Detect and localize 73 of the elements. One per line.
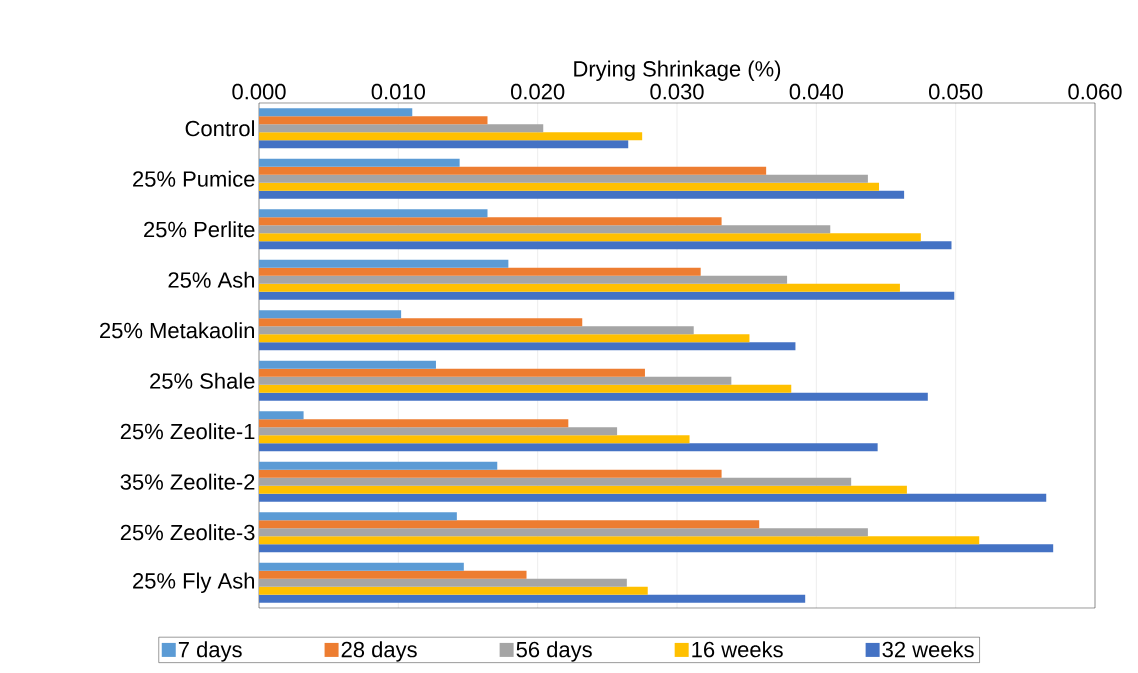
y-tick-label: 25% Pumice <box>133 170 255 187</box>
bar <box>259 376 732 385</box>
y-tick-label: 35% Zeolite-2 <box>120 473 255 490</box>
x-tick-label: 0.010 <box>371 83 425 100</box>
bar <box>259 209 488 218</box>
y-tick-label: 25% Fly Ash <box>133 572 255 593</box>
legend-label: 56 days <box>516 641 592 662</box>
legend-label: 16 weeks <box>692 641 783 658</box>
y-tick-label: 25% Zeolite-3 <box>120 524 255 541</box>
bar <box>259 485 907 494</box>
y-tick-label: 25% Shale <box>150 372 255 389</box>
bar <box>259 174 868 183</box>
bar <box>259 326 694 335</box>
bar <box>259 384 792 393</box>
x-tick-label: 0.030 <box>650 83 704 100</box>
bar <box>259 334 750 343</box>
bar <box>259 318 583 327</box>
bar <box>259 291 955 300</box>
bar <box>259 132 643 141</box>
bar <box>259 259 509 268</box>
bar <box>259 461 498 470</box>
bar <box>259 586 648 595</box>
bar <box>259 544 1054 553</box>
bar <box>259 392 928 401</box>
bar <box>259 368 645 377</box>
bar <box>259 217 722 226</box>
x-tick-label: 0.050 <box>929 83 983 100</box>
bar <box>259 528 868 537</box>
bar <box>259 512 457 521</box>
bar <box>259 411 304 420</box>
y-tick-label: 25% Zeolite-1 <box>120 423 255 440</box>
bar <box>259 283 900 292</box>
bar <box>259 594 806 603</box>
bar <box>259 578 627 587</box>
bar <box>259 469 722 478</box>
bar <box>259 570 527 579</box>
bar <box>259 182 880 191</box>
bar <box>259 233 921 242</box>
bar <box>259 427 618 436</box>
x-tick-label: 0.020 <box>511 83 565 100</box>
bar <box>259 116 488 125</box>
bar <box>259 166 767 175</box>
x-tick-label: 0.060 <box>1068 83 1122 100</box>
y-tick-label: 25% Perlite <box>144 221 255 238</box>
bar <box>259 108 413 117</box>
bar <box>259 225 831 234</box>
bar <box>259 493 1047 502</box>
legend-label: 28 days <box>341 641 417 662</box>
bar <box>259 342 796 351</box>
bar <box>259 536 980 545</box>
bar <box>259 443 878 452</box>
bar <box>259 477 852 486</box>
y-tick-label: Control <box>185 120 254 137</box>
bar <box>259 267 701 276</box>
bar <box>259 241 952 250</box>
bar <box>259 310 402 319</box>
bar <box>259 158 460 167</box>
legend-label: 32 weeks <box>882 641 974 658</box>
bar <box>259 275 788 284</box>
legend-label: 7 days <box>178 641 242 662</box>
bar <box>259 124 544 133</box>
x-tick-label: 0.000 <box>232 83 286 100</box>
bar <box>259 419 569 428</box>
y-tick-label: 25% Ash <box>168 271 255 288</box>
bar <box>259 520 760 529</box>
x-axis-title: Drying Shrinkage (%) <box>574 60 781 82</box>
bar <box>259 140 629 149</box>
bar <box>259 562 464 571</box>
x-tick-label: 0.040 <box>789 83 843 100</box>
bar <box>259 360 436 369</box>
bar <box>259 190 905 199</box>
bar <box>259 435 690 444</box>
y-tick-label: 25% Metakaolin <box>100 322 254 339</box>
